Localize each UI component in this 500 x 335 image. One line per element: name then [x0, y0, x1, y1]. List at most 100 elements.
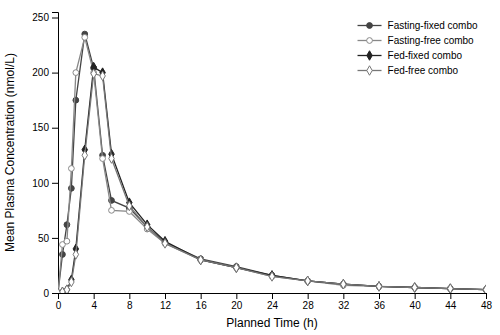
tick: 250: [32, 12, 58, 23]
tick-label: 12: [160, 300, 172, 311]
tick-mark: [415, 293, 416, 299]
legend-label: Fed-free combo: [388, 65, 459, 76]
tick-label: 0: [43, 288, 49, 299]
series-line: [58, 74, 486, 293]
series-line: [58, 34, 486, 293]
marker: [198, 255, 203, 264]
chart-svg: 04812162024283236404448050100150200250Fa…: [0, 0, 500, 335]
data-layer: [58, 31, 486, 293]
legend-marker: [367, 51, 372, 60]
tick: 8: [127, 293, 133, 311]
x-axis-title: Planned Time (h): [226, 316, 317, 330]
marker: [100, 156, 106, 162]
tick: 100: [32, 178, 58, 189]
tick: 150: [32, 122, 58, 133]
series: [58, 34, 486, 293]
marker: [69, 277, 74, 286]
marker: [376, 282, 381, 291]
tick-mark: [201, 293, 202, 299]
marker: [127, 201, 132, 210]
tick-label: 16: [196, 300, 208, 311]
tick-label: 24: [267, 300, 279, 311]
tick-mark: [379, 293, 380, 299]
tick-label: 40: [410, 300, 422, 311]
marker: [73, 70, 79, 76]
marker: [109, 154, 114, 163]
marker: [109, 207, 115, 213]
tick-label: 36: [374, 300, 386, 311]
tick: 200: [32, 67, 58, 78]
tick: 50: [38, 233, 58, 244]
legend: Fasting-fixed combo Fasting-free combo Fed…: [358, 20, 478, 76]
marker: [82, 34, 88, 40]
marker: [91, 69, 96, 78]
tick-mark: [52, 18, 58, 19]
axis-line: [52, 13, 59, 294]
marker: [412, 283, 417, 292]
tick-label: 250: [32, 12, 49, 23]
series: [58, 31, 486, 293]
series-line: [58, 37, 486, 293]
tick-mark: [94, 293, 95, 299]
marker: [483, 285, 486, 293]
marker: [68, 166, 74, 172]
marker: [234, 263, 239, 272]
tick-label: 50: [38, 233, 50, 244]
marker: [162, 239, 167, 248]
marker: [198, 255, 203, 264]
tick-label: 8: [127, 300, 133, 311]
x-axis: 04812162024283236404448: [56, 293, 493, 311]
tick: 0: [56, 293, 62, 311]
tick-label: 100: [32, 178, 49, 189]
legend-label: Fasting-fixed combo: [388, 20, 478, 31]
legend-marker: [367, 66, 372, 75]
tick: 12: [160, 293, 172, 311]
tick: 36: [374, 293, 386, 311]
tick: 24: [267, 293, 279, 311]
plot-area: 04812162024283236404448050100150200250Fa…: [32, 12, 492, 311]
tick-label: 48: [481, 300, 493, 311]
tick-mark: [450, 293, 451, 299]
marker: [68, 185, 74, 191]
marker: [64, 238, 70, 244]
tick: 44: [445, 293, 457, 311]
legend-marker: [367, 23, 373, 29]
tick: 0: [43, 288, 58, 299]
legend-marker: [367, 38, 373, 44]
marker: [448, 284, 453, 293]
tick-label: 28: [303, 300, 315, 311]
tick-mark: [52, 183, 58, 184]
legend-label: Fed-fixed combo: [388, 50, 463, 61]
tick-mark: [52, 128, 58, 129]
tick-mark: [165, 293, 166, 299]
marker: [73, 250, 78, 259]
marker: [234, 263, 239, 272]
legend-item: Fasting-free combo: [358, 35, 475, 46]
tick: 48: [481, 293, 493, 311]
tick: 32: [338, 293, 350, 311]
chart-container: 04812162024283236404448050100150200250Fa…: [0, 0, 500, 335]
tick-label: 150: [32, 122, 49, 133]
legend-item: Fed-fixed combo: [358, 50, 463, 61]
tick: 4: [91, 293, 97, 311]
tick-label: 200: [32, 67, 49, 78]
marker: [64, 285, 69, 293]
marker: [448, 284, 453, 293]
marker: [82, 151, 87, 160]
y-axis-title: Mean Plasma Concentration (nmol/L): [3, 53, 17, 252]
series-line: [58, 67, 486, 293]
tick-mark: [129, 293, 130, 299]
legend-item: Fed-free combo: [358, 65, 459, 76]
tick: 16: [196, 293, 208, 311]
marker: [305, 276, 310, 285]
tick-label: 0: [56, 300, 62, 311]
tick: 40: [410, 293, 422, 311]
tick-mark: [343, 293, 344, 299]
y-axis: 0 50 100 150 200 250: [32, 12, 58, 298]
axis-line: [59, 294, 487, 300]
tick-mark: [52, 293, 58, 294]
tick-label: 32: [338, 300, 350, 311]
tick-label: 4: [91, 300, 97, 311]
marker: [483, 285, 486, 293]
tick: 28: [303, 293, 315, 311]
